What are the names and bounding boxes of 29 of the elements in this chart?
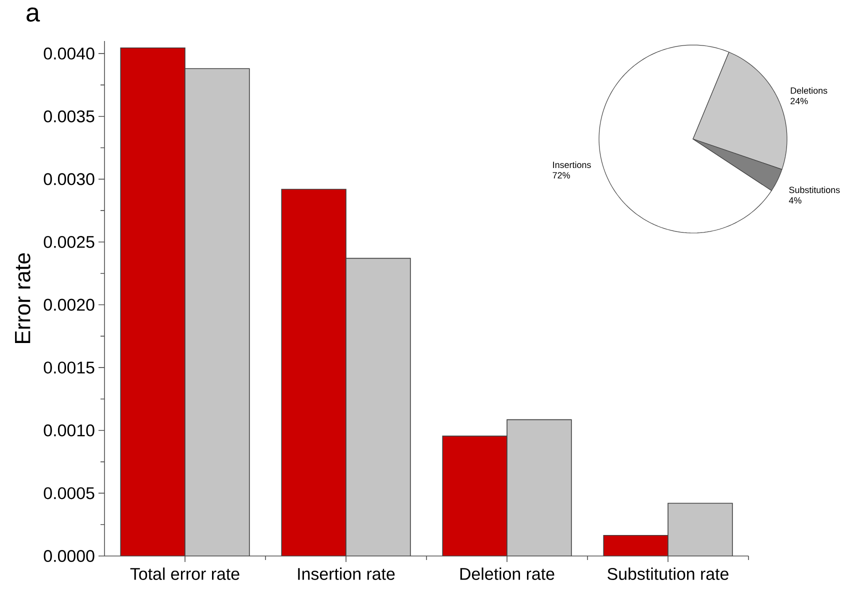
slice-label: Deletions <box>790 87 828 94</box>
text: a <box>26 8 40 22</box>
bar <box>442 436 508 556</box>
data-label: 4% <box>788 197 802 204</box>
bar <box>506 419 572 556</box>
x-tick-label: Substitution rate <box>608 568 728 580</box>
data-label: 72% <box>552 172 570 178</box>
bar <box>120 48 186 556</box>
x-tick-label: Deletion rate <box>460 568 554 580</box>
bar <box>668 502 733 556</box>
y-tick-label: 0.0025 <box>44 236 94 248</box>
data-label: 24% <box>790 98 808 104</box>
x-tick-label: Insertion rate <box>298 568 395 580</box>
bar <box>281 188 346 556</box>
y-tick-label: 0.0000 <box>44 550 94 562</box>
x-tick-label: Total error rate <box>130 568 240 580</box>
slice-label: Substitutions <box>789 186 840 194</box>
y-tick-label: 0.0010 <box>44 424 94 436</box>
y-tick-label: 0.0020 <box>44 298 94 311</box>
bar <box>184 68 250 556</box>
y-tick-label: 0.0035 <box>44 110 94 122</box>
slice-label: Insertions <box>553 161 591 168</box>
y-tick-label: 0.0040 <box>44 48 94 60</box>
y-tick-label: 0.0015 <box>44 362 94 374</box>
y-tick-label: 0.0030 <box>44 173 94 186</box>
y-axis-title: Error rate <box>15 253 30 343</box>
y-tick-label: 0.0005 <box>44 487 94 500</box>
bar <box>346 258 411 556</box>
bar <box>603 535 668 556</box>
